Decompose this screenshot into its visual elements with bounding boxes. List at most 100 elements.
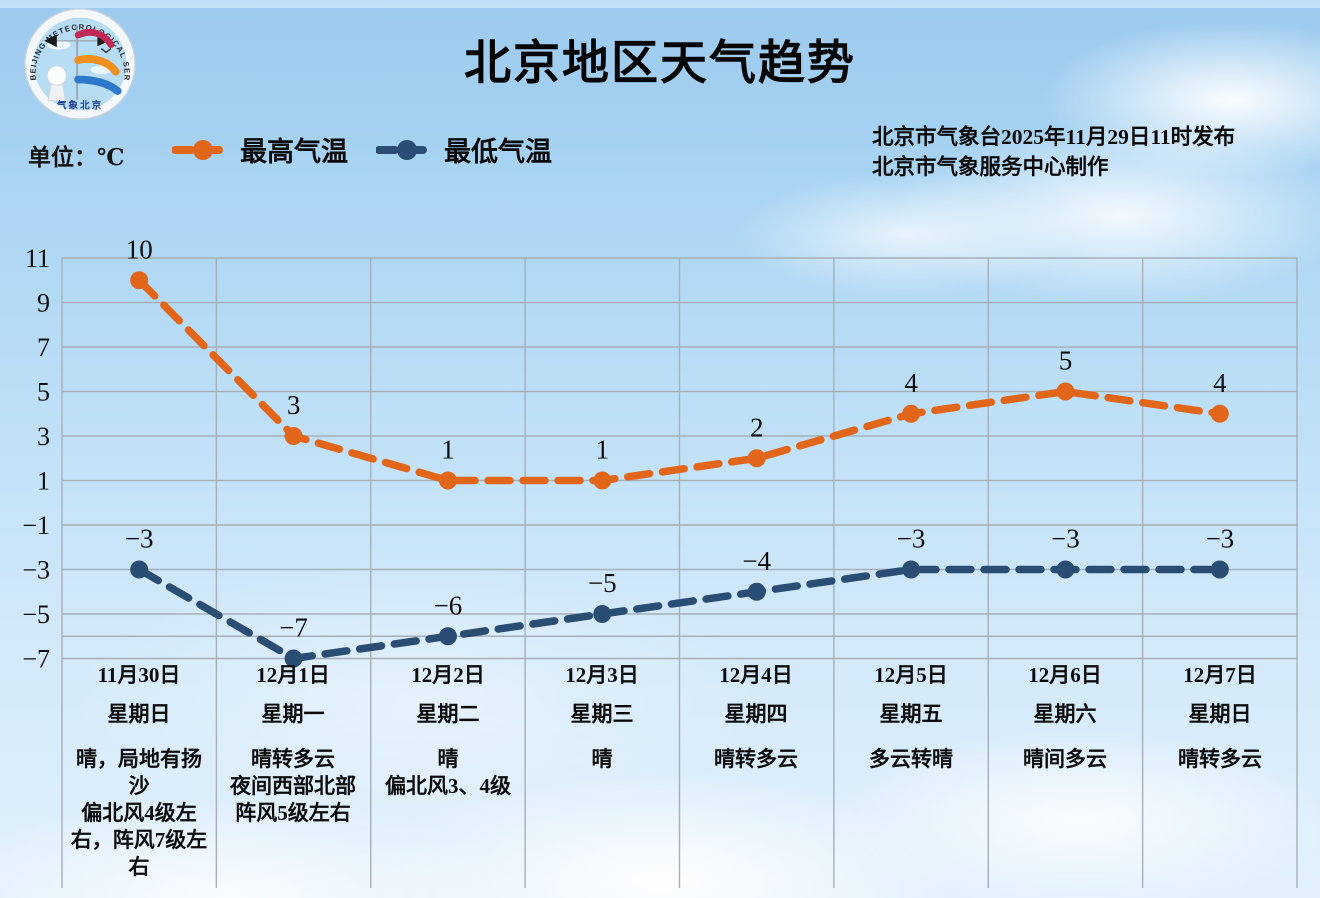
day-weather: 晴 bbox=[533, 746, 671, 773]
weather-text: 晴，局地有扬沙 bbox=[76, 747, 202, 798]
temp-data-point bbox=[593, 605, 612, 623]
y-axis-tick-label: −5 bbox=[22, 600, 50, 629]
weather-text: 晴转多云 bbox=[251, 747, 335, 771]
temp-series-line-low bbox=[135, 565, 1224, 663]
page-title: 北京地区天气趋势 bbox=[464, 38, 856, 90]
y-axis-tick-label: 3 bbox=[37, 422, 50, 451]
day-date: 12月5日 bbox=[874, 663, 948, 687]
day-column-8: 12月7日 星期日 晴转多云 bbox=[1143, 658, 1297, 893]
day-weather: 晴转多云 bbox=[1151, 746, 1289, 773]
day-weather: 晴间多云 bbox=[996, 746, 1134, 773]
day-date: 11月30日 bbox=[97, 663, 181, 687]
temp-data-point bbox=[1210, 404, 1229, 423]
weather-text: 晴转多云 bbox=[714, 747, 798, 771]
weather-text: 晴 bbox=[591, 747, 613, 771]
logo-bottom-text: 气象北京 bbox=[56, 99, 103, 111]
day-weekday: 星期一 bbox=[261, 702, 325, 726]
y-axis-tick-label: 5 bbox=[37, 378, 50, 407]
temp-point-label: −7 bbox=[279, 613, 308, 643]
logo-ribbon-orange bbox=[74, 55, 120, 76]
weather-text: 偏北风3、4级 bbox=[385, 774, 511, 798]
temp-point-label: 2 bbox=[750, 412, 764, 442]
day-date: 12月6日 bbox=[1028, 663, 1102, 687]
temp-data-point bbox=[284, 649, 303, 668]
temp-point-label: −4 bbox=[742, 546, 771, 576]
temp-data-point bbox=[438, 471, 457, 490]
temp-point-label: 10 bbox=[126, 234, 153, 264]
legend-item-high-temp: 最高气温 bbox=[172, 130, 348, 169]
publisher-line-2: 北京市气象服务中心制作 bbox=[872, 155, 1109, 179]
publisher-info: 北京市气象台2025年11月29日11时发布 北京市气象服务中心制作 bbox=[872, 122, 1235, 182]
temp-point-label: −3 bbox=[125, 524, 154, 554]
temp-point-label: −5 bbox=[588, 568, 617, 598]
day-weekday: 星期六 bbox=[1033, 702, 1097, 726]
temp-point-label: 1 bbox=[441, 435, 455, 465]
temp-point-label: 4 bbox=[904, 368, 918, 398]
legend-item-low-temp: 最低气温 bbox=[376, 130, 552, 169]
temp-point-label: −3 bbox=[1205, 524, 1234, 554]
day-date: 12月2日 bbox=[411, 663, 485, 687]
temp-data-point bbox=[1210, 560, 1229, 579]
day-weather: 晴 偏北风3、4级 bbox=[379, 746, 517, 800]
high-temp-dashed-line-icon bbox=[172, 139, 234, 160]
weather-text: 偏北风4级左右，阵风7级左右 bbox=[70, 801, 208, 879]
day-date: 12月4日 bbox=[719, 663, 793, 687]
temp-point-label: 4 bbox=[1213, 368, 1227, 398]
temp-data-point bbox=[902, 560, 921, 579]
y-axis-tick-label: 7 bbox=[37, 333, 50, 362]
legend-label-low-temp: 最低气温 bbox=[444, 137, 552, 167]
day-weather: 晴转多云 bbox=[687, 746, 825, 773]
temp-data-point bbox=[1056, 382, 1075, 401]
day-weekday: 星期三 bbox=[570, 702, 634, 726]
day-column-7: 12月6日 星期六 晴间多云 bbox=[988, 658, 1142, 893]
temp-point-label: −3 bbox=[897, 524, 926, 554]
y-axis-tick-label: 11 bbox=[25, 244, 50, 273]
logo-ribbon-blue bbox=[74, 75, 122, 95]
weather-text: 夜间西部北部阵风5级左右 bbox=[230, 774, 356, 825]
temp-data-point bbox=[130, 560, 149, 579]
wind-vane-left-arrow-icon bbox=[44, 34, 57, 48]
day-column-1: 11月30日 星期日 晴，局地有扬沙 偏北风4级左右，阵风7级左右 bbox=[62, 658, 216, 893]
day-date: 12月7日 bbox=[1183, 663, 1257, 687]
temp-series-line-high bbox=[135, 276, 1224, 485]
y-axis-tick-label: −3 bbox=[22, 556, 50, 585]
weather-text: 晴间多云 bbox=[1023, 747, 1107, 771]
day-weekday: 星期五 bbox=[879, 702, 943, 726]
low-temp-dashed-line-icon bbox=[376, 139, 438, 160]
temp-point-label: −6 bbox=[434, 590, 463, 620]
day-weekday: 星期二 bbox=[416, 702, 480, 726]
temp-data-point bbox=[902, 404, 921, 423]
bird-icon bbox=[100, 47, 112, 54]
day-weather: 晴转多云 夜间西部北部阵风5级左右 bbox=[224, 746, 362, 827]
weather-text: 多云转晴 bbox=[869, 747, 953, 771]
temp-data-point bbox=[284, 427, 303, 445]
temp-point-label: 3 bbox=[287, 390, 301, 420]
day-column-5: 12月4日 星期四 晴转多云 bbox=[679, 658, 833, 893]
day-date: 12月3日 bbox=[565, 663, 639, 687]
temp-point-label: −3 bbox=[1051, 524, 1080, 554]
temp-data-point bbox=[593, 471, 612, 490]
temp-data-point bbox=[1056, 560, 1075, 579]
y-axis-tick-label: 9 bbox=[37, 289, 50, 318]
temp-data-point bbox=[747, 449, 766, 468]
day-column-2: 12月1日 星期一 晴转多云 夜间西部北部阵风5级左右 bbox=[216, 658, 370, 893]
day-date: 12月1日 bbox=[256, 663, 330, 687]
y-axis-tick-label: −1 bbox=[22, 511, 50, 540]
day-column-4: 12月3日 星期三 晴 bbox=[525, 658, 679, 893]
weather-text: 晴转多云 bbox=[1178, 747, 1262, 771]
day-column-3: 12月2日 星期二 晴 偏北风3、4级 bbox=[371, 658, 525, 893]
day-weather: 晴，局地有扬沙 偏北风4级左右，阵风7级左右 bbox=[70, 746, 208, 881]
temp-point-label: 1 bbox=[596, 435, 610, 465]
beijing-meteorological-logo: BEIJING METEOROLOGICAL SERVICE 气象北京 bbox=[22, 6, 136, 120]
temp-data-point bbox=[747, 582, 766, 601]
day-weather: 多云转晴 bbox=[842, 746, 980, 773]
day-weekday: 星期日 bbox=[1188, 702, 1252, 726]
y-axis-tick-label: −7 bbox=[22, 645, 50, 674]
temp-data-point bbox=[130, 271, 149, 290]
unit-label: 单位：℃ bbox=[28, 145, 125, 170]
radar-dome-icon bbox=[46, 65, 67, 86]
temp-data-point bbox=[438, 627, 457, 646]
y-axis-tick-label: 1 bbox=[37, 467, 50, 496]
top-edge-strip bbox=[0, 0, 1320, 8]
